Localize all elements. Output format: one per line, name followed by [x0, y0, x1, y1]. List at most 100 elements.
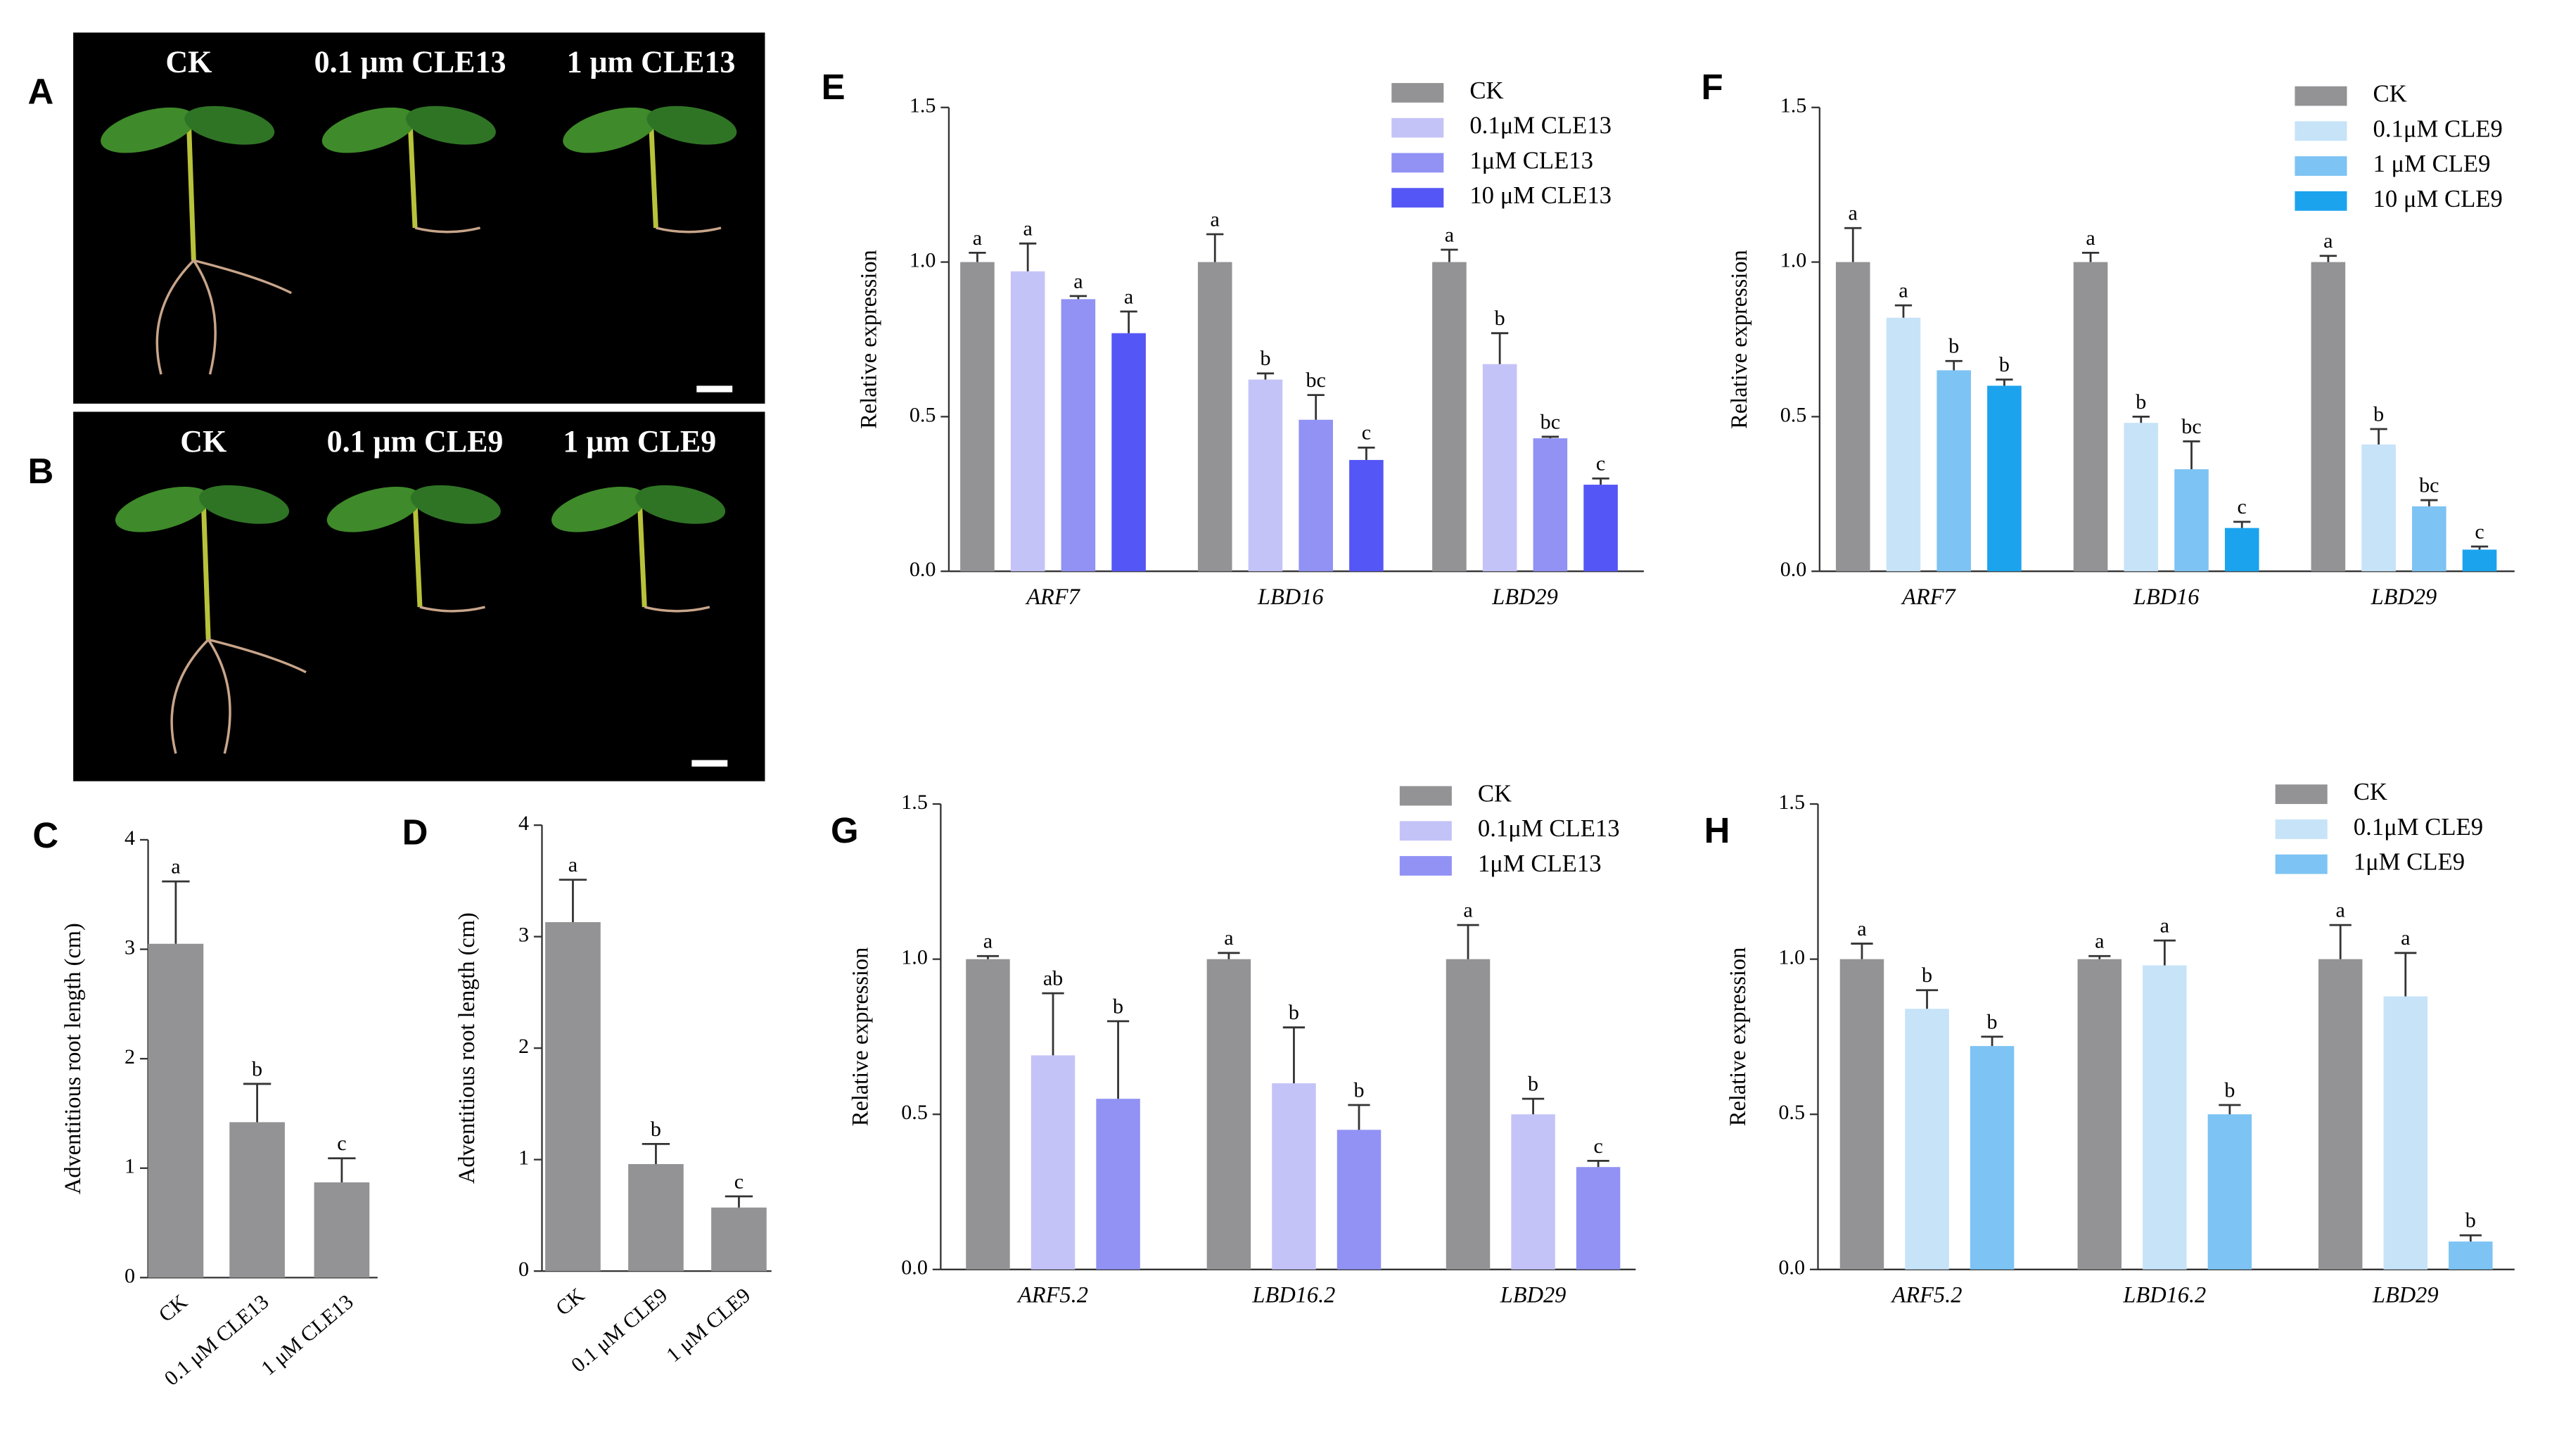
y-tick-label: 0.5 — [1778, 1100, 1805, 1124]
significance-label: b — [2136, 390, 2146, 414]
plant-leaf — [101, 107, 196, 153]
legend-label: CK — [2373, 80, 2406, 108]
significance-label: b — [252, 1056, 262, 1080]
bar — [2124, 423, 2159, 572]
bar — [1010, 271, 1045, 572]
bar — [960, 262, 995, 572]
photo-label: CK — [165, 45, 212, 79]
significance-label: a — [1849, 201, 1858, 225]
bar — [1299, 419, 1333, 572]
bar — [1835, 262, 1870, 572]
bar — [314, 1182, 370, 1278]
significance-label: a — [171, 854, 180, 878]
plant-root — [656, 226, 722, 234]
y-tick-label: 0.0 — [1778, 1256, 1805, 1279]
plant-stem — [637, 501, 647, 608]
panel-letter: B — [27, 451, 53, 491]
significance-label: bc — [1540, 409, 1560, 433]
y-axis-label: Relative expression — [848, 947, 874, 1126]
significance-label: a — [1857, 917, 1866, 940]
significance-label: a — [1224, 926, 1233, 950]
panel-letter: A — [27, 72, 53, 112]
legend-swatch — [2295, 191, 2347, 211]
bar — [1446, 959, 1491, 1270]
bar — [1272, 1083, 1316, 1270]
plant-root — [644, 606, 710, 613]
legend-swatch — [1391, 188, 1444, 208]
y-tick-label: 1.0 — [1778, 945, 1805, 969]
scale-bar — [691, 760, 728, 767]
legend-swatch — [1399, 821, 1452, 841]
bar — [2412, 506, 2446, 572]
bar — [545, 922, 601, 1272]
significance-label: b — [2373, 402, 2384, 426]
panel-letter: F — [1702, 67, 1723, 107]
y-tick-label: 1 — [518, 1146, 529, 1170]
x-tick-label: LBD29 — [1491, 585, 1558, 610]
significance-label: b — [651, 1117, 661, 1141]
x-tick-label: 1 μM CLE9 — [662, 1283, 755, 1367]
y-tick-label: 1.0 — [901, 945, 928, 969]
y-tick-label: 2 — [518, 1034, 529, 1058]
y-tick-label: 2 — [125, 1045, 135, 1068]
significance-label: a — [2401, 926, 2410, 950]
x-tick-label: LBD29 — [2371, 585, 2437, 610]
bar — [1839, 959, 1884, 1270]
bar — [1583, 485, 1618, 572]
x-tick-label: LBD16 — [1257, 585, 1324, 610]
bar — [2462, 549, 2497, 572]
legend-label: CK — [2354, 778, 2387, 805]
plant-root — [419, 606, 485, 613]
photo-label: 0.1 μm CLE9 — [327, 424, 504, 459]
x-tick-label: LBD29 — [2372, 1283, 2439, 1308]
y-tick-label: 1.0 — [910, 248, 936, 272]
plant-leaf — [321, 107, 417, 153]
plant-root — [155, 259, 292, 375]
legend-label: 0.1μM CLE9 — [2373, 115, 2502, 142]
bar — [1197, 262, 1232, 572]
y-tick-label: 0 — [125, 1263, 135, 1287]
plant-leaf — [646, 106, 737, 145]
bar — [1349, 459, 1384, 572]
bar — [1937, 370, 1971, 572]
legend-swatch — [2295, 86, 2347, 106]
significance-label: bc — [1306, 368, 1326, 392]
y-axis-label: Relative expression — [1725, 947, 1751, 1126]
significance-label: bc — [2419, 473, 2439, 497]
significance-label: c — [1593, 1134, 1602, 1158]
significance-label: ab — [1043, 966, 1063, 990]
panel-letter: H — [1704, 810, 1730, 850]
bar — [1336, 1130, 1382, 1270]
y-axis-label: Relative expression — [1727, 250, 1752, 428]
significance-label: a — [1124, 284, 1133, 308]
bar — [966, 959, 1010, 1270]
y-tick-label: 0.5 — [1780, 402, 1807, 426]
panel-letter: C — [32, 815, 58, 855]
photo-label: 1 μm CLE9 — [563, 424, 716, 459]
plant-stem — [407, 122, 418, 229]
plant-stem — [649, 122, 658, 229]
plant-leaf — [405, 106, 496, 145]
bar — [1031, 1055, 1076, 1270]
bar — [1576, 1167, 1621, 1270]
y-axis-label: Adventitious root length (cm) — [60, 923, 86, 1194]
significance-label: b — [1528, 1072, 1538, 1096]
bar — [148, 943, 204, 1278]
legend-label: 1μM CLE13 — [1469, 146, 1593, 174]
y-tick-label: 1.5 — [1778, 790, 1805, 814]
legend-swatch — [1399, 856, 1452, 876]
significance-label: b — [1999, 352, 2010, 376]
x-tick-label: LBD29 — [1500, 1283, 1567, 1308]
plant-stem — [412, 501, 423, 608]
significance-label: a — [2323, 229, 2333, 253]
legend-label: 0.1μM CLE13 — [1469, 112, 1612, 139]
significance-label: a — [2086, 226, 2095, 250]
photo-panel — [73, 32, 765, 404]
significance-label: a — [1023, 217, 1032, 241]
significance-label: b — [1289, 1000, 1299, 1024]
significance-label: a — [973, 226, 982, 250]
bar — [1206, 959, 1251, 1270]
bar — [711, 1207, 767, 1272]
y-tick-label: 0.0 — [901, 1256, 928, 1279]
y-tick-label: 0.5 — [901, 1100, 928, 1124]
